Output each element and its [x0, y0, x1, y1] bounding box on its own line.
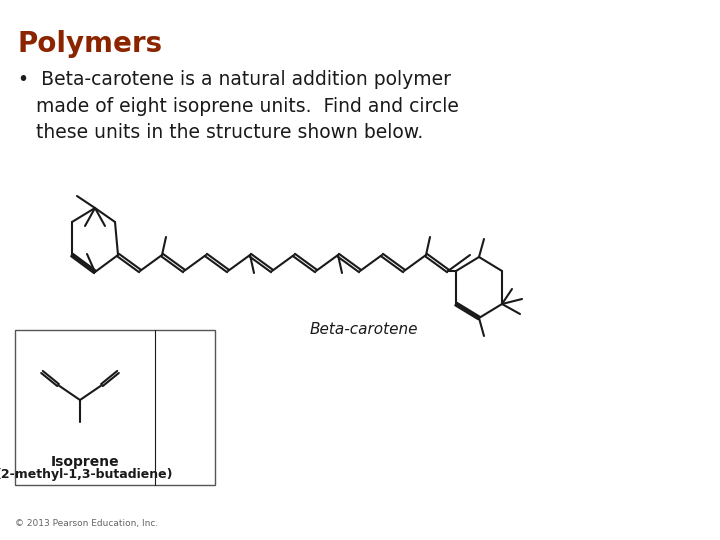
Text: © 2013 Pearson Education, Inc.: © 2013 Pearson Education, Inc. — [15, 519, 158, 528]
FancyBboxPatch shape — [15, 330, 215, 485]
Text: Polymers: Polymers — [18, 30, 163, 58]
Text: (2-methyl-1,3-butadiene): (2-methyl-1,3-butadiene) — [0, 468, 174, 481]
Text: •  Beta-carotene is a natural addition polymer
   made of eight isoprene units. : • Beta-carotene is a natural addition po… — [18, 70, 459, 142]
Text: Beta-carotene: Beta-carotene — [310, 322, 418, 337]
Text: Isoprene: Isoprene — [50, 455, 120, 469]
